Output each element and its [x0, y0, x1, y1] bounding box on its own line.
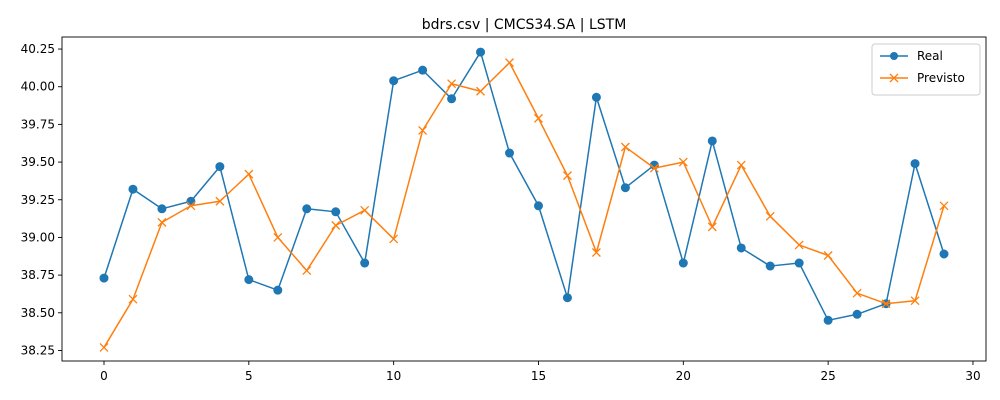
legend-label-previsto: Previsto	[917, 71, 965, 85]
data-point	[881, 299, 891, 309]
data-point	[302, 266, 312, 276]
x-tick-label: 20	[676, 369, 691, 383]
data-point	[389, 234, 399, 244]
x-tick-label: 10	[386, 369, 401, 383]
data-point	[707, 136, 717, 146]
data-point	[794, 240, 804, 250]
data-point	[244, 169, 254, 179]
y-tick-label: 39.75	[21, 117, 55, 131]
data-point	[331, 207, 341, 217]
data-point	[534, 113, 543, 123]
data-point	[591, 92, 601, 102]
data-point	[389, 76, 399, 86]
data-point	[360, 205, 370, 215]
data-point	[505, 148, 515, 158]
legend: Real Previsto	[871, 43, 981, 96]
data-point	[939, 249, 949, 259]
data-point	[707, 222, 717, 232]
data-point	[823, 251, 833, 260]
data-point	[765, 261, 775, 271]
data-point	[505, 58, 514, 68]
data-point	[533, 201, 543, 211]
legend-marker-real	[890, 52, 898, 60]
x-tick-label: 0	[100, 369, 108, 383]
plot-frame	[61, 36, 987, 362]
data-point	[765, 211, 775, 221]
data-point	[678, 258, 688, 268]
data-point	[620, 142, 630, 152]
x-tick-label: 25	[820, 369, 835, 383]
series-layer	[99, 47, 949, 352]
data-point	[157, 217, 167, 227]
data-point	[244, 275, 254, 285]
data-point	[273, 285, 283, 295]
data-point	[302, 204, 312, 214]
series-line-real	[103, 51, 945, 322]
legend-marker-previsto	[889, 73, 899, 83]
y-tick-label: 39.00	[21, 230, 55, 244]
data-point	[418, 65, 428, 75]
data-point	[128, 294, 138, 304]
data-point	[418, 125, 428, 135]
data-point	[736, 243, 746, 253]
data-point	[910, 159, 920, 169]
data-point	[591, 248, 601, 257]
data-point	[128, 184, 138, 194]
data-point	[331, 220, 341, 230]
data-point	[736, 160, 746, 170]
data-point	[215, 162, 225, 172]
axes-layer: 0 5 10 15 20 25 30 38.25 38.50 38.75 39.00 39.25 39.…	[21, 36, 987, 383]
data-point	[562, 171, 572, 181]
data-point	[678, 157, 688, 167]
x-tick-label: 5	[245, 369, 253, 383]
data-point	[794, 258, 804, 268]
x-tick-label: 15	[531, 369, 546, 383]
y-tick-label: 39.25	[21, 193, 55, 207]
x-tick-label: 30	[965, 369, 980, 383]
series-real	[99, 47, 949, 325]
data-point	[447, 79, 457, 89]
data-point	[360, 258, 370, 268]
data-point	[852, 309, 862, 319]
y-tick-label: 38.25	[21, 343, 55, 357]
data-point	[273, 232, 283, 242]
data-point	[620, 183, 630, 193]
data-point	[476, 86, 486, 96]
series-previsto	[99, 58, 949, 352]
chart-title: bdrs.csv | CMCS34.SA | LSTM	[422, 17, 627, 33]
data-point	[99, 273, 109, 283]
data-point	[852, 288, 862, 298]
data-point	[186, 201, 196, 211]
y-tick-label: 39.50	[21, 155, 55, 169]
y-tick-label: 38.75	[21, 268, 55, 282]
data-point	[476, 47, 486, 57]
y-tick-label: 40.25	[21, 42, 55, 56]
data-point	[215, 196, 225, 206]
y-tick-label: 40.00	[21, 80, 55, 94]
y-tick-label: 38.50	[21, 306, 55, 320]
data-point	[939, 201, 949, 211]
data-point	[157, 204, 167, 214]
data-point	[562, 293, 572, 303]
data-point	[99, 342, 109, 352]
series-line-previsto	[103, 61, 945, 348]
data-point	[823, 315, 833, 325]
data-point	[910, 296, 920, 306]
data-point	[186, 196, 196, 206]
legend-label-real: Real	[917, 49, 943, 63]
data-point	[649, 163, 659, 173]
data-point	[447, 94, 457, 104]
